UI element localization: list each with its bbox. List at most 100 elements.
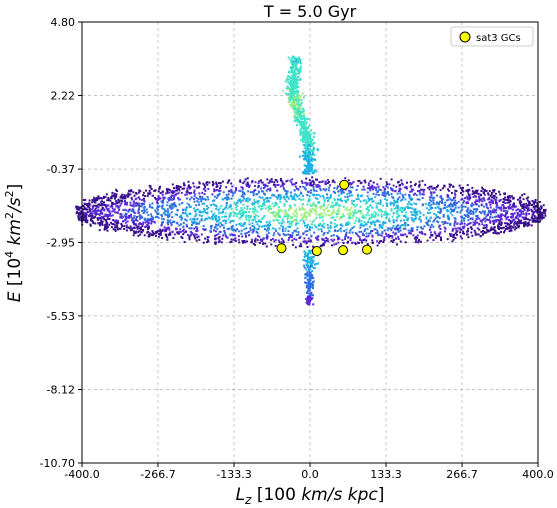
density-dot — [433, 212, 436, 215]
density-dot — [189, 234, 192, 237]
density-dot — [287, 93, 290, 96]
density-dot — [490, 226, 493, 229]
density-dot — [274, 239, 277, 241]
density-dot — [539, 211, 542, 214]
density-dot — [378, 188, 381, 191]
density-dot — [280, 222, 283, 225]
density-dot — [323, 222, 325, 225]
density-dot — [327, 226, 330, 229]
density-dot — [299, 191, 302, 194]
density-dot — [485, 189, 488, 192]
density-dot — [217, 189, 220, 192]
density-dot — [441, 187, 444, 190]
density-dot — [533, 207, 536, 210]
density-dot — [298, 122, 301, 125]
density-dot — [370, 222, 373, 225]
density-dot — [85, 204, 88, 207]
density-dot — [257, 220, 260, 223]
density-dot — [413, 237, 416, 240]
density-dot — [443, 185, 446, 188]
density-dot — [289, 179, 292, 182]
density-dot — [502, 214, 505, 217]
density-dot — [430, 185, 433, 188]
density-dot — [303, 119, 306, 121]
density-dot — [302, 113, 305, 116]
density-dot — [219, 189, 222, 192]
density-dot — [299, 132, 302, 135]
density-dot — [478, 217, 481, 220]
density-dot — [216, 184, 218, 187]
density-dot — [305, 184, 308, 187]
density-dot — [418, 198, 421, 201]
density-dot — [99, 217, 101, 220]
density-dot — [211, 216, 213, 218]
density-dot — [263, 228, 266, 231]
density-dot — [124, 195, 127, 198]
density-dot — [387, 193, 390, 196]
density-dot — [439, 228, 442, 230]
density-dot — [298, 78, 301, 81]
density-dot — [412, 234, 415, 237]
density-dot — [466, 201, 469, 204]
density-dot — [256, 200, 259, 203]
density-dot — [470, 231, 473, 234]
density-dot — [152, 217, 155, 219]
density-dot — [392, 184, 395, 187]
density-dot — [382, 221, 385, 223]
density-dot — [135, 230, 138, 233]
density-dot — [339, 227, 342, 230]
density-dot — [313, 231, 316, 234]
density-dot — [118, 227, 121, 230]
density-dot — [178, 224, 181, 227]
density-dot — [519, 197, 521, 200]
density-dot — [290, 221, 293, 224]
density-dot — [170, 194, 173, 197]
density-dot — [303, 266, 306, 269]
density-dot — [385, 199, 388, 202]
density-dot — [361, 194, 364, 197]
density-dot — [369, 232, 372, 235]
x-tick-label: -266.7 — [140, 468, 175, 481]
density-dot — [177, 187, 179, 190]
density-dot — [485, 231, 488, 234]
density-dot — [323, 200, 326, 203]
density-dot — [135, 204, 138, 207]
density-dot — [349, 214, 351, 217]
density-dot — [85, 217, 88, 220]
density-dot — [345, 224, 348, 227]
density-dot — [188, 203, 191, 206]
density-dot — [448, 189, 451, 192]
density-dot — [377, 185, 380, 188]
density-dot — [238, 189, 241, 192]
density-dot — [356, 184, 359, 187]
density-dot — [290, 93, 293, 96]
density-dot — [236, 205, 239, 207]
density-dot — [111, 210, 114, 213]
density-dot — [115, 188, 118, 191]
gc-point — [338, 245, 349, 256]
density-dot — [475, 191, 478, 194]
density-dot — [291, 84, 294, 86]
density-dot — [301, 205, 304, 208]
density-dot — [162, 197, 165, 200]
density-dot — [421, 227, 424, 230]
density-dot — [231, 191, 234, 194]
density-dot — [466, 195, 469, 198]
density-dot — [113, 192, 116, 195]
density-dot — [410, 198, 413, 201]
density-dot — [523, 216, 526, 219]
density-dot — [133, 226, 136, 229]
density-dot — [309, 155, 312, 158]
density-dot — [391, 236, 394, 239]
density-dot — [480, 193, 482, 196]
density-dot — [312, 283, 314, 286]
density-dot — [291, 57, 294, 60]
density-dot — [277, 219, 280, 222]
density-dot — [179, 228, 182, 231]
density-dot — [77, 217, 80, 220]
density-dot — [168, 191, 171, 194]
density-dot — [125, 194, 128, 197]
density-dot — [282, 233, 285, 235]
density-dot — [241, 212, 243, 214]
density-dot — [245, 218, 248, 221]
